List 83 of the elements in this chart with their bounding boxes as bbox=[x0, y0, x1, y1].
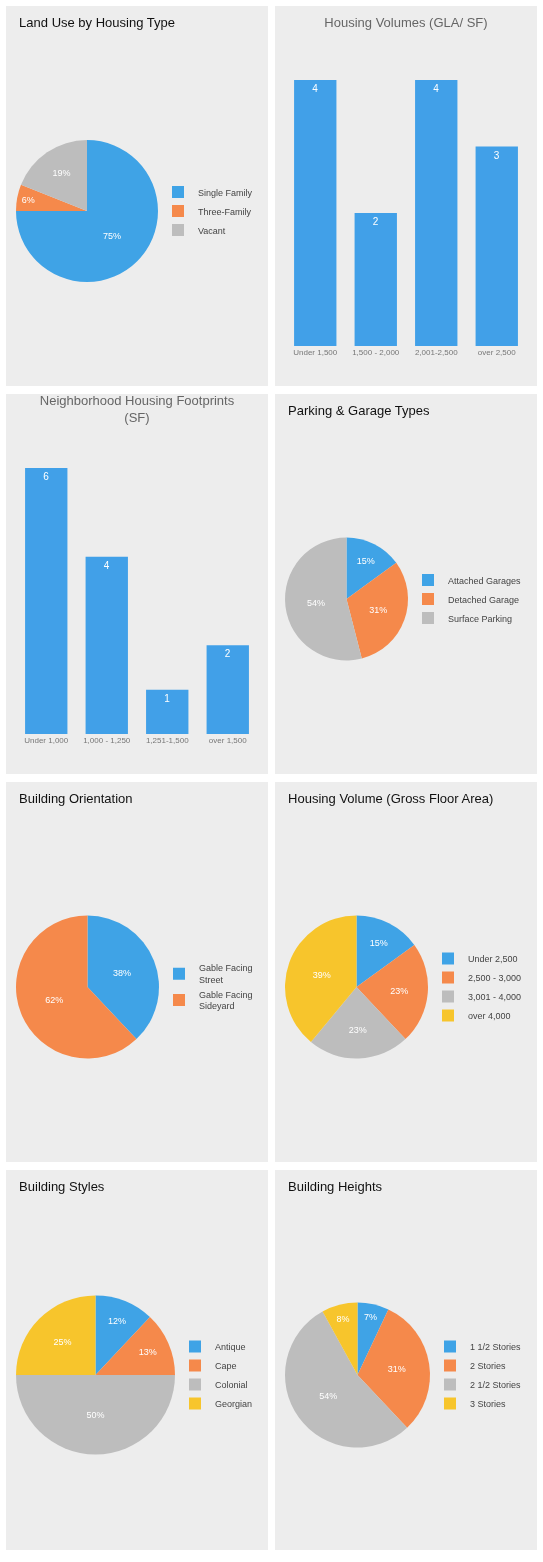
legend-label: Vacant bbox=[198, 225, 226, 236]
pie-slice bbox=[16, 140, 158, 282]
legend-label: 2 Stories bbox=[470, 1361, 507, 1372]
data-label: 2 bbox=[372, 216, 379, 227]
data-label: 31% bbox=[369, 605, 388, 616]
data-label: 15% bbox=[369, 938, 388, 949]
pie-slice bbox=[16, 915, 137, 1059]
pie-slice bbox=[285, 1311, 408, 1448]
data-label: 15% bbox=[356, 556, 375, 567]
legend-label: Georgian bbox=[215, 1399, 253, 1410]
chart-title: Housing Volumes (GLA/ SF) bbox=[324, 14, 488, 30]
pie-slice bbox=[20, 140, 87, 211]
legend-label: Under 2,500 bbox=[468, 954, 518, 965]
data-label: 25% bbox=[53, 1337, 72, 1348]
data-label: 13% bbox=[138, 1347, 157, 1358]
legend-label: Single Family bbox=[198, 187, 253, 198]
data-label: 6 bbox=[43, 471, 50, 482]
data-label: 23% bbox=[390, 986, 409, 997]
pie-slice bbox=[357, 1302, 389, 1375]
data-label: 1 bbox=[164, 692, 171, 704]
data-label: 4 bbox=[103, 559, 110, 571]
legend-label: 2,500 - 3,000 bbox=[468, 973, 522, 984]
legend-label: 1 1/2 Stories bbox=[470, 1342, 522, 1353]
legend-label: 3,001 - 4,000 bbox=[468, 992, 522, 1003]
bar bbox=[85, 556, 128, 734]
chart-title: Building Styles bbox=[19, 1178, 105, 1194]
legend-label: Surface Parking bbox=[448, 613, 513, 624]
legend-label: Antique bbox=[215, 1342, 246, 1353]
legend-label: Gable Facing Street bbox=[199, 963, 253, 986]
pie-slice bbox=[346, 537, 397, 599]
pie-slice bbox=[16, 1295, 96, 1375]
x-tick-label: 1,000 - 1,250 bbox=[83, 736, 131, 745]
data-label: 38% bbox=[112, 968, 131, 979]
pie-slice bbox=[346, 562, 408, 659]
x-tick-label: 1,251-1,500 bbox=[145, 736, 190, 745]
chart-title: Neighborhood Housing Footprints (SF) bbox=[39, 393, 235, 426]
legend-label: Detached Garage bbox=[448, 594, 520, 605]
x-tick-label: 1,500 - 2,000 bbox=[352, 348, 400, 357]
legend-label: Gable Facing Sideyard bbox=[199, 989, 253, 1012]
bar bbox=[25, 468, 68, 734]
x-tick-label: over 1,500 bbox=[208, 736, 248, 745]
bar bbox=[146, 689, 189, 734]
x-tick-label: 2,001-2,500 bbox=[414, 348, 459, 357]
data-label: 39% bbox=[312, 969, 331, 980]
data-label: 3 bbox=[493, 149, 500, 161]
data-label: 75% bbox=[103, 231, 122, 242]
legend-label: over 4,000 bbox=[468, 1011, 511, 1022]
legend-label: Attached Garages bbox=[448, 575, 522, 586]
legend-label: Three-Family bbox=[198, 206, 252, 217]
pie-slice bbox=[16, 184, 87, 211]
chart-title: Building Orientation bbox=[19, 790, 133, 806]
data-label: 2 bbox=[224, 648, 231, 660]
chart-title: Parking & Garage Types bbox=[288, 402, 430, 418]
data-label: 62% bbox=[45, 995, 64, 1006]
legend-label: Colonial bbox=[215, 1380, 248, 1391]
data-label: 8% bbox=[336, 1313, 350, 1324]
legend-label: Cape bbox=[215, 1361, 237, 1372]
x-tick-label: Under 1,500 bbox=[293, 348, 338, 357]
chart-title: Housing Volume (Gross Floor Area) bbox=[288, 790, 494, 806]
data-label: 19% bbox=[52, 168, 71, 179]
pie-slice bbox=[322, 1302, 358, 1375]
chart-title: Land Use by Housing Type bbox=[19, 14, 175, 30]
x-tick-label: over 2,500 bbox=[477, 348, 517, 357]
chart-title: Building Heights bbox=[288, 1178, 383, 1194]
pie-slice bbox=[87, 915, 159, 1040]
data-label: 54% bbox=[306, 597, 325, 608]
pie-slice bbox=[310, 987, 406, 1059]
x-tick-label: Under 1,000 bbox=[24, 736, 69, 745]
data-label: 4 bbox=[312, 83, 319, 94]
legend-label: 2 1/2 Stories bbox=[470, 1380, 522, 1391]
data-label: 31% bbox=[387, 1363, 406, 1374]
data-label: 7% bbox=[363, 1311, 377, 1322]
data-label: 6% bbox=[21, 194, 35, 205]
legend-label: 3 Stories bbox=[470, 1399, 507, 1410]
pie-slice bbox=[16, 1375, 175, 1455]
data-label: 54% bbox=[319, 1391, 338, 1402]
data-label: 50% bbox=[86, 1409, 105, 1420]
pie-slice bbox=[356, 915, 415, 987]
bar bbox=[206, 645, 249, 734]
pie-slice bbox=[95, 1317, 175, 1375]
data-label: 4 bbox=[433, 83, 440, 94]
data-label: 12% bbox=[107, 1315, 126, 1326]
pie-slice bbox=[357, 1309, 430, 1428]
